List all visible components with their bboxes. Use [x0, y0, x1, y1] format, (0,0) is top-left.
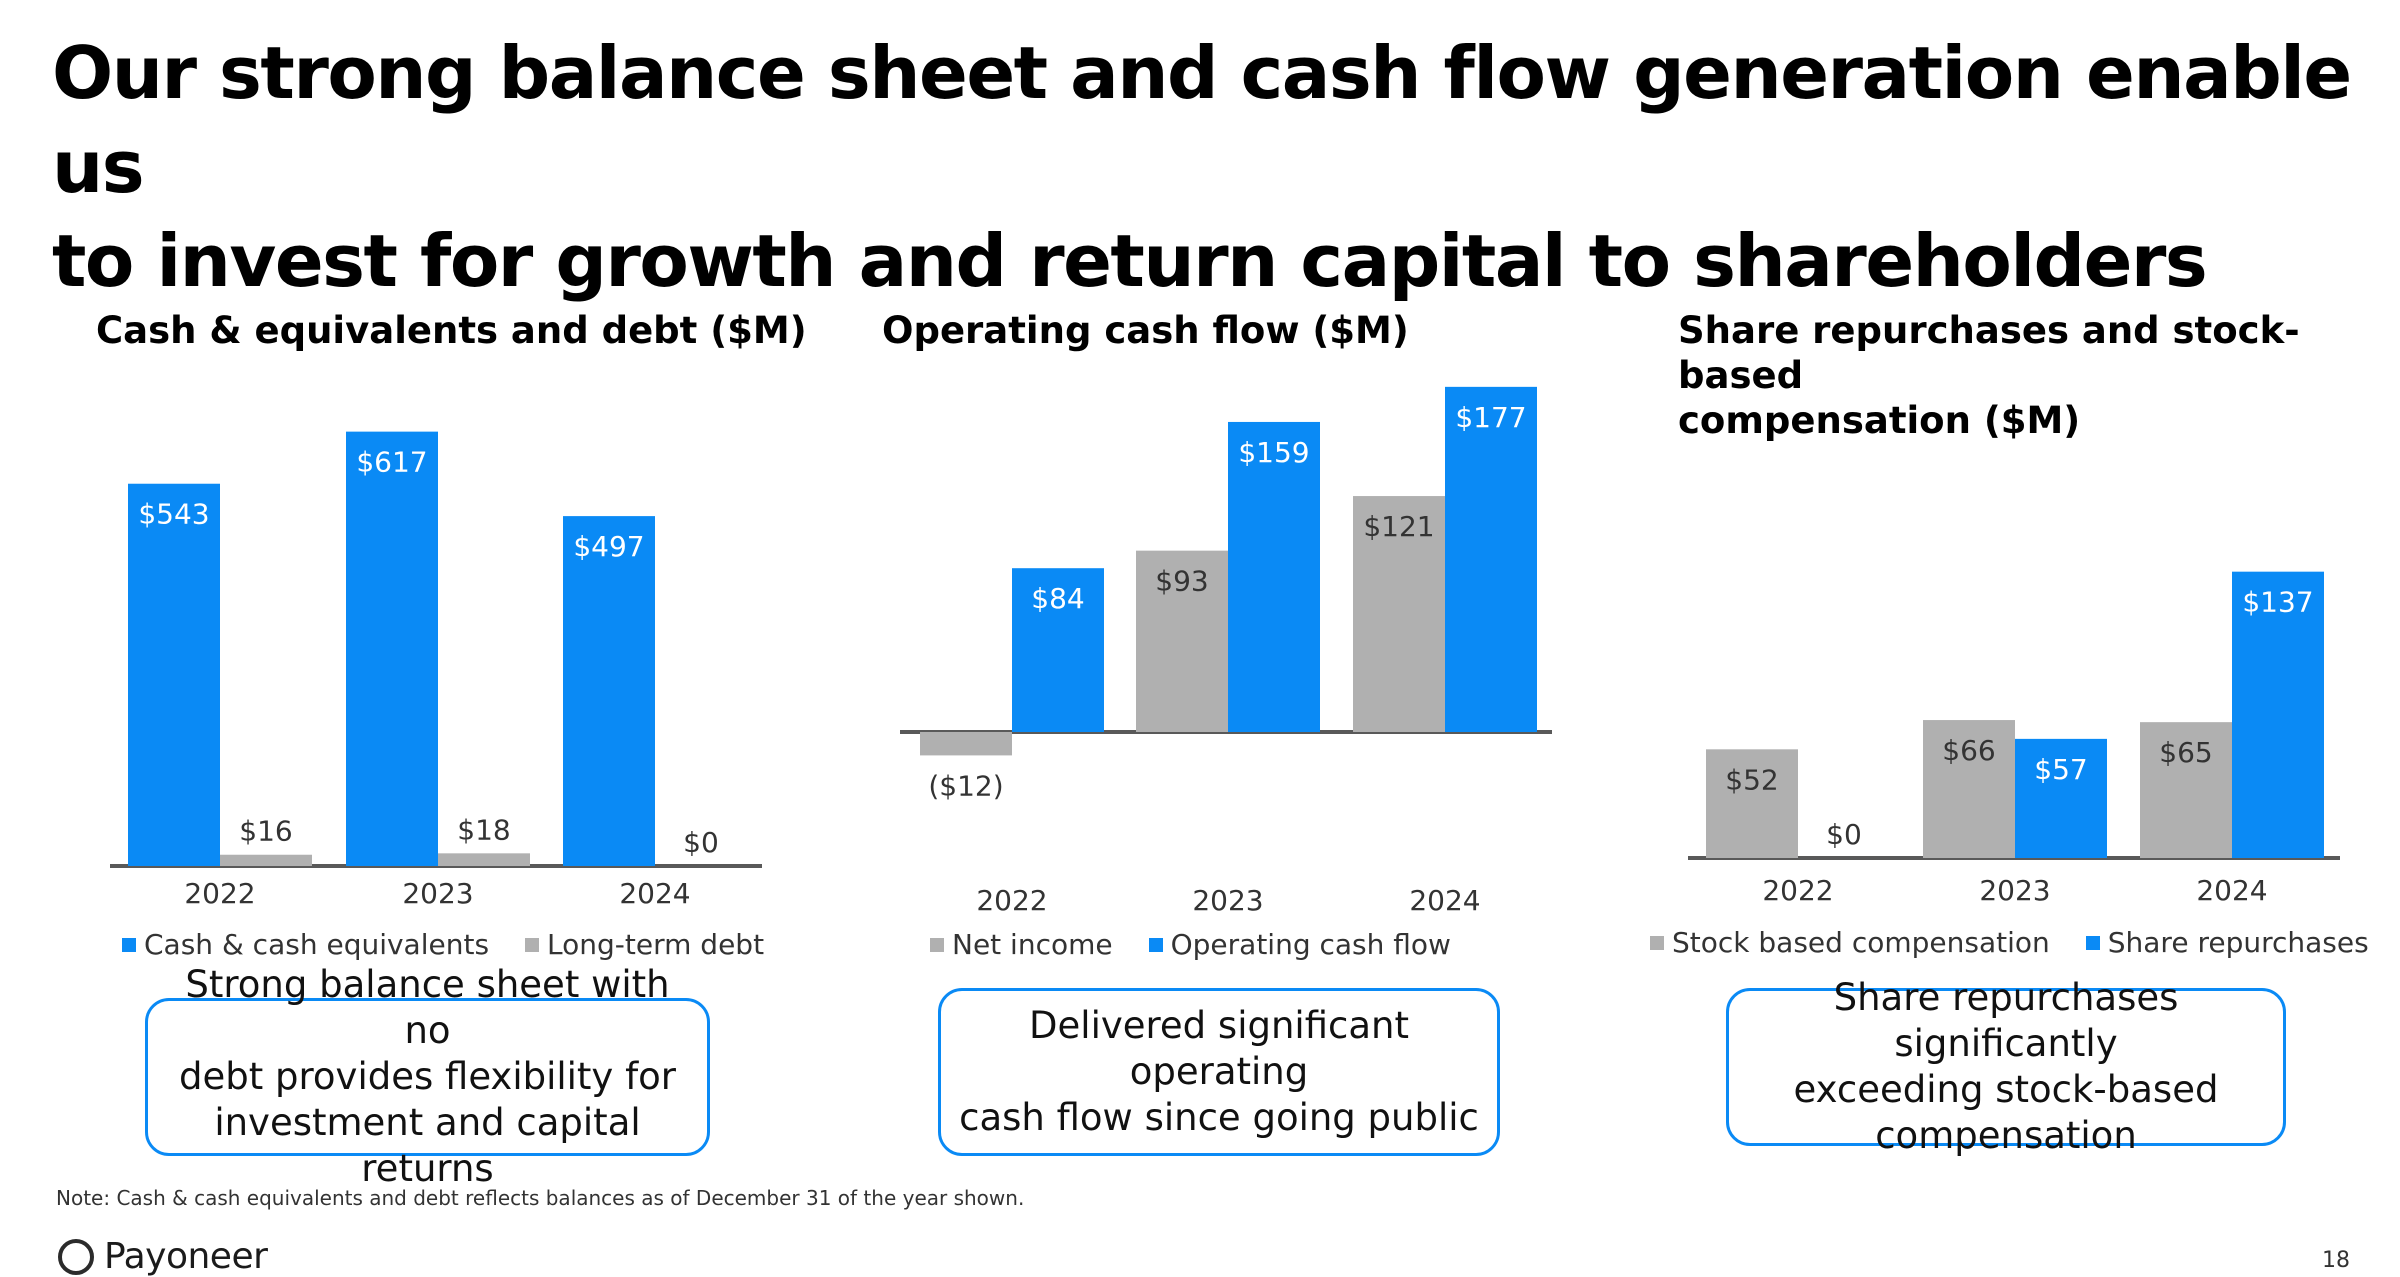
chart-1-legend: Cash & cash equivalents Long-term debt — [122, 928, 764, 961]
bar-1-2022 — [920, 732, 1012, 756]
data-label-1-2022: ($12) — [928, 769, 1003, 802]
page-number: 18 — [2322, 1248, 2350, 1273]
bar-1-2023 — [346, 431, 438, 866]
legend-item-repurchases: Share repurchases — [2085, 926, 2369, 959]
x-tick-2023: 2023 — [402, 877, 473, 910]
legend-swatch-debt — [525, 937, 540, 952]
data-label-1-2024: $65 — [2159, 736, 2212, 769]
bar-1-2022 — [1706, 749, 1798, 858]
bar-2-2023 — [1228, 421, 1320, 732]
data-label-1-2024: $497 — [573, 530, 644, 563]
data-label-1-2023: $93 — [1155, 565, 1208, 598]
callout-1-line-3: investment and capital returns — [214, 1101, 641, 1190]
chart-3-callout: Share repurchases significantly exceedin… — [1726, 976, 2286, 1157]
slide-title-line-1: Our strong balance sheet and cash flow g… — [52, 31, 2352, 209]
callout-1-line-1: Strong balance sheet with no — [185, 963, 670, 1052]
chart-1-callout: Strong balance sheet with no debt provid… — [145, 963, 710, 1190]
callout-2-line-2: cash flow since going public — [959, 1096, 1479, 1139]
footnote: Note: Cash & cash equivalents and debt r… — [56, 1186, 1025, 1210]
legend-swatch-cash — [122, 937, 136, 952]
data-label-2-2022: $84 — [1031, 582, 1084, 615]
chart-3-legend: Stock based compensation Share repurchas… — [1650, 926, 2369, 959]
chart-2-title-text: Operating cash flow ($M) — [882, 309, 1409, 352]
chart-1-title: Cash & equivalents and debt ($M) — [96, 308, 807, 353]
x-tick-2022: 2022 — [184, 877, 255, 910]
x-tick-2023: 2023 — [1192, 884, 1263, 917]
data-label-2-2024: $0 — [683, 826, 719, 859]
chart-3-title-line-2: compensation ($M) — [1678, 399, 2081, 442]
data-label-2-2023: $18 — [457, 813, 510, 846]
payoneer-logo-icon — [58, 1238, 94, 1275]
callout-3-line-2: exceeding stock-based — [1793, 1068, 2219, 1111]
data-label-2-2022: $0 — [1826, 818, 1862, 851]
data-label-1-2022: $52 — [1725, 763, 1778, 796]
legend-swatch-net-income — [930, 937, 944, 952]
chart-2-legend: Net income Operating cash flow — [930, 928, 1451, 961]
callout-3-line-1: Share repurchases significantly — [1833, 976, 2179, 1065]
legend-label-sbc: Stock based compensation — [1672, 926, 2050, 959]
chart-2-title: Operating cash flow ($M) — [882, 308, 1409, 353]
data-label-1-2023: $66 — [1942, 734, 1995, 767]
data-label-1-2023: $617 — [356, 446, 427, 479]
slide-title-line-2: to invest for growth and return capital … — [52, 219, 2208, 303]
payoneer-logo: Payoneer — [56, 1236, 268, 1277]
chart-3-title-line-1: Share repurchases and stock-based — [1678, 309, 2300, 397]
legend-label-operating-cash-flow: Operating cash flow — [1170, 928, 1451, 961]
data-label-2-2023: $57 — [2034, 753, 2087, 786]
chart-2-callout: Delivered significant operating cash flo… — [938, 988, 1500, 1156]
legend-item-debt: Long-term debt — [525, 928, 764, 961]
callout-1-line-2: debt provides flexibility for — [179, 1055, 676, 1098]
data-label-2-2024: $177 — [1455, 401, 1526, 434]
legend-label-cash: Cash & cash equivalents — [144, 928, 490, 961]
data-label-1-2024: $121 — [1363, 510, 1434, 543]
x-tick-2023: 2023 — [1979, 874, 2050, 907]
legend-item-operating-cash-flow: Operating cash flow — [1148, 928, 1451, 961]
bar-1-2023 — [1136, 550, 1228, 732]
bar-2-2024 — [2232, 571, 2324, 858]
bar-2-2022 — [220, 854, 312, 866]
legend-swatch-operating-cash-flow — [1148, 937, 1163, 952]
x-tick-2024: 2024 — [619, 877, 690, 910]
callout-3-line-3: compensation — [1875, 1114, 2137, 1157]
legend-swatch-sbc — [1650, 935, 1664, 950]
bar-1-2022 — [128, 483, 220, 866]
legend-item-cash: Cash & cash equivalents — [122, 928, 489, 961]
bar-1-2024 — [1353, 496, 1445, 732]
legend-label-repurchases: Share repurchases — [2107, 926, 2369, 959]
x-tick-2022: 2022 — [976, 884, 1047, 917]
bar-2-2023 — [438, 853, 530, 866]
legend-label-net-income: Net income — [952, 928, 1113, 961]
legend-item-net-income: Net income — [930, 928, 1113, 961]
callout-2-line-1: Delivered significant operating — [1029, 1004, 1409, 1093]
bar-1-2023 — [1923, 720, 2015, 858]
chart-3-title: Share repurchases and stock-based compen… — [1678, 308, 2400, 443]
payoneer-logo-text: Payoneer — [104, 1236, 268, 1277]
data-label-1-2022: $543 — [138, 498, 209, 531]
data-label-2-2024: $137 — [2242, 586, 2313, 619]
x-tick-2022: 2022 — [1762, 874, 1833, 907]
data-label-2-2023: $159 — [1238, 436, 1309, 469]
bar-1-2024 — [2140, 722, 2232, 858]
bar-1-2024 — [563, 516, 655, 866]
legend-item-sbc: Stock based compensation — [1650, 926, 2050, 959]
slide-title: Our strong balance sheet and cash flow g… — [52, 26, 2352, 308]
x-tick-2024: 2024 — [1409, 884, 1480, 917]
data-label-2-2022: $16 — [239, 815, 292, 848]
legend-swatch-repurchases — [2085, 935, 2100, 950]
bar-2-2024 — [1445, 386, 1537, 732]
legend-label-debt: Long-term debt — [547, 928, 765, 961]
chart-1-title-text: Cash & equivalents and debt ($M) — [96, 309, 807, 352]
bar-2-2023 — [2015, 738, 2107, 858]
x-tick-2024: 2024 — [2196, 874, 2267, 907]
bar-2-2022 — [1012, 568, 1104, 732]
